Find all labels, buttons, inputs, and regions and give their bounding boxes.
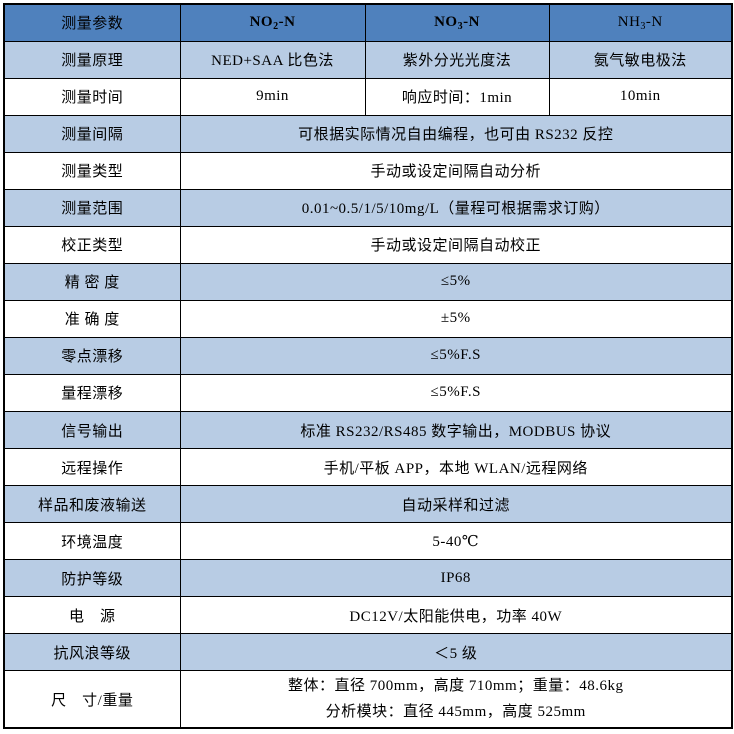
table-row-remote: 远程操作 手机/平板 APP，本地 WLAN/远程网络 bbox=[3, 448, 733, 487]
table-row-sampling: 样品和废液输送 自动采样和过滤 bbox=[3, 485, 733, 524]
header-text: NO bbox=[434, 14, 458, 31]
row-label: 信号输出 bbox=[3, 411, 181, 450]
row-value: 5-40℃ bbox=[179, 522, 733, 561]
dimension-line-overall: 整体：直径 700mm，高度 710mm；重量：48.6kg bbox=[288, 678, 624, 695]
row-label: 尺 寸/重量 bbox=[3, 670, 181, 729]
table-row-zero-drift: 零点漂移 ≤5%F.S bbox=[3, 336, 733, 375]
header-text: -N bbox=[645, 14, 663, 31]
row-value: ＜5 级 bbox=[179, 633, 733, 672]
table-row-time: 测量时间 9min 响应时间：1min 10min bbox=[3, 77, 733, 116]
row-label: 量程漂移 bbox=[3, 373, 181, 413]
row-value: 可根据实际情况自由编程，也可由 RS232 反控 bbox=[179, 114, 733, 153]
row-value: IP68 bbox=[179, 559, 733, 598]
table-row-precision: 精 密 度 ≤5% bbox=[3, 262, 733, 301]
header-text: -N bbox=[463, 14, 480, 31]
row-value: ≤5% bbox=[179, 262, 733, 301]
row-value: ≤5%F.S bbox=[179, 336, 733, 375]
row-label: 测量时间 bbox=[3, 77, 181, 116]
table-row-ambient-temp: 环境温度 5-40℃ bbox=[3, 522, 733, 561]
row-label: 测量间隔 bbox=[3, 114, 181, 153]
table-row-wind-wave: 抗风浪等级 ＜5 级 bbox=[3, 633, 733, 672]
table-row-signal-output: 信号输出 标准 RS232/RS485 数字输出，MODBUS 协议 bbox=[3, 411, 733, 450]
row-label: 测量原理 bbox=[3, 40, 181, 79]
row-value: 整体：直径 700mm，高度 710mm；重量：48.6kg 分析模块：直径 4… bbox=[179, 670, 733, 729]
row-label: 校正类型 bbox=[3, 225, 181, 264]
row-value: 手动或设定间隔自动分析 bbox=[179, 151, 733, 190]
header-row: 测量参数 NO2-N NO3-N NH3-N bbox=[3, 3, 733, 42]
row-label: 准 确 度 bbox=[3, 299, 181, 338]
table-row-protection: 防护等级 IP68 bbox=[3, 559, 733, 598]
row-value: 响应时间：1min bbox=[364, 77, 550, 116]
row-value: 自动采样和过滤 bbox=[179, 485, 733, 524]
row-value: 紫外分光光度法 bbox=[364, 40, 550, 79]
spec-table: 测量参数 NO2-N NO3-N NH3-N 测量原理 NED+SAA 比色法 … bbox=[3, 3, 733, 729]
header-cell-no2n: NO2-N bbox=[179, 3, 366, 42]
row-label: 远程操作 bbox=[3, 448, 181, 487]
table-row-span-drift: 量程漂移 ≤5%F.S bbox=[3, 373, 733, 413]
header-text: NH bbox=[617, 14, 641, 31]
header-cell-nh3n: NH3-N bbox=[548, 3, 733, 42]
row-value: 标准 RS232/RS485 数字输出，MODBUS 协议 bbox=[179, 411, 733, 450]
table-row-dimensions: 尺 寸/重量 整体：直径 700mm，高度 710mm；重量：48.6kg 分析… bbox=[3, 670, 733, 729]
table-row-calibration: 校正类型 手动或设定间隔自动校正 bbox=[3, 225, 733, 264]
subscript: 2 bbox=[273, 21, 279, 33]
row-value: 氨气敏电极法 bbox=[548, 40, 733, 79]
row-value: NED+SAA 比色法 bbox=[179, 40, 366, 79]
row-value: 0.01~0.5/1/5/10mg/L（量程可根据需求订购） bbox=[179, 188, 733, 227]
table-row-interval: 测量间隔 可根据实际情况自由编程，也可由 RS232 反控 bbox=[3, 114, 733, 153]
row-label: 测量范围 bbox=[3, 188, 181, 227]
row-label: 环境温度 bbox=[3, 522, 181, 561]
table-row-type: 测量类型 手动或设定间隔自动分析 bbox=[3, 151, 733, 190]
row-label: 测量类型 bbox=[3, 151, 181, 190]
row-label: 抗风浪等级 bbox=[3, 633, 181, 672]
row-value: ≤5%F.S bbox=[179, 373, 733, 413]
header-cell-param: 测量参数 bbox=[3, 3, 181, 42]
header-text: -N bbox=[278, 14, 296, 31]
subscript: 3 bbox=[640, 21, 646, 33]
table-row-accuracy: 准 确 度 ±5% bbox=[3, 299, 733, 338]
row-value: ±5% bbox=[179, 299, 733, 338]
row-label: 精 密 度 bbox=[3, 262, 181, 301]
row-value: 手机/平板 APP，本地 WLAN/远程网络 bbox=[179, 448, 733, 487]
table-row-power: 电 源 DC12V/太阳能供电，功率 40W bbox=[3, 596, 733, 635]
dimension-line-module: 分析模块：直径 445mm，高度 525mm bbox=[325, 704, 586, 721]
row-label: 电 源 bbox=[3, 596, 181, 635]
row-label: 防护等级 bbox=[3, 559, 181, 598]
table-row-range: 测量范围 0.01~0.5/1/5/10mg/L（量程可根据需求订购） bbox=[3, 188, 733, 227]
table-row-principle: 测量原理 NED+SAA 比色法 紫外分光光度法 氨气敏电极法 bbox=[3, 40, 733, 79]
row-label: 零点漂移 bbox=[3, 336, 181, 375]
row-value: DC12V/太阳能供电，功率 40W bbox=[179, 596, 733, 635]
header-cell-no3n: NO3-N bbox=[364, 3, 550, 42]
row-value: 手动或设定间隔自动校正 bbox=[179, 225, 733, 264]
subscript: 3 bbox=[457, 21, 464, 33]
row-value: 9min bbox=[179, 77, 366, 116]
header-text: NO bbox=[249, 14, 274, 31]
row-value: 10min bbox=[548, 77, 733, 116]
row-label: 样品和废液输送 bbox=[3, 485, 181, 524]
